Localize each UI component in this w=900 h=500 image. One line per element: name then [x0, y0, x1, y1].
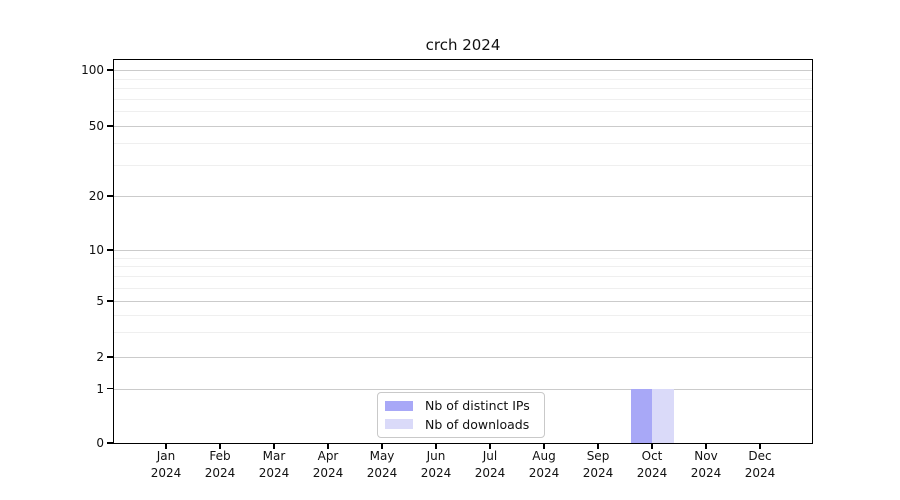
y-tick-label: 5	[96, 294, 104, 308]
gridline-minor	[114, 314, 812, 316]
legend-row: Nb of distinct IPs	[385, 398, 537, 414]
x-axis-tick	[489, 444, 491, 449]
x-tick-label: May 2024	[366, 449, 398, 480]
y-tick-label: 1	[96, 381, 104, 396]
legend-label: Nb of distinct IPs	[425, 398, 530, 414]
y-axis-tick	[107, 69, 113, 71]
y-axis-tick	[107, 300, 113, 302]
gridline-major	[114, 70, 812, 71]
y-axis-tick	[107, 356, 113, 358]
gridline-minor	[114, 332, 812, 334]
x-axis-tick	[705, 444, 707, 449]
y-tick-label: 20	[88, 189, 104, 203]
y-tick-label: 2	[96, 350, 104, 364]
x-axis-tick	[435, 444, 437, 449]
gridline-minor	[114, 266, 812, 268]
x-axis-tick	[165, 444, 167, 449]
gridline-major	[114, 196, 812, 197]
plot-area	[113, 59, 813, 444]
gridline-minor	[114, 98, 812, 100]
gridline-minor	[114, 165, 812, 167]
x-axis-tick	[219, 444, 221, 449]
legend: Nb of distinct IPs Nb of downloads	[377, 392, 545, 438]
gridline-minor	[114, 78, 812, 80]
x-axis-tick	[273, 444, 275, 449]
legend-swatch-downloads	[385, 419, 413, 430]
gridline-major	[114, 388, 812, 390]
gridline-major	[114, 250, 812, 251]
bar-downloads	[652, 388, 674, 443]
x-tick-label: Dec 2024	[744, 449, 776, 480]
x-tick-label: Nov 2024	[690, 449, 722, 480]
legend-row: Nb of downloads	[385, 416, 537, 432]
gridline-minor	[114, 111, 812, 113]
y-axis-tick	[107, 249, 113, 251]
gridline-minor	[114, 88, 812, 90]
y-axis-tick	[107, 387, 113, 390]
y-tick-label: 0	[96, 436, 104, 450]
gridline-major	[114, 126, 812, 127]
x-axis-tick	[381, 444, 383, 449]
x-axis-tick	[327, 444, 329, 449]
gridline-major	[114, 301, 812, 302]
gridline-minor	[114, 276, 812, 278]
y-axis-tick	[107, 125, 113, 127]
gridline-minor	[114, 287, 812, 289]
x-tick-label: Jun 2024	[420, 449, 452, 480]
y-tick-label: 100	[81, 63, 104, 77]
gridline-minor	[114, 257, 812, 259]
x-tick-label: Jan 2024	[150, 449, 182, 480]
x-tick-label: Mar 2024	[258, 449, 290, 480]
legend-swatch-distinct-ips	[385, 400, 413, 411]
bar-distinct-ips	[630, 388, 652, 443]
x-axis-tick	[651, 444, 653, 449]
y-tick-label: 50	[88, 119, 104, 133]
x-tick-label: Apr 2024	[312, 449, 344, 480]
y-axis-tick	[107, 195, 113, 197]
x-tick-label: Aug 2024	[528, 449, 560, 480]
gridline-minor	[114, 143, 812, 145]
gridline-major	[114, 357, 812, 358]
x-axis-tick	[759, 444, 761, 449]
x-tick-label: Jul 2024	[474, 449, 506, 480]
x-axis-tick	[543, 444, 545, 449]
chart-title: crch 2024	[425, 36, 501, 54]
y-axis-tick	[107, 442, 113, 444]
x-tick-label: Sep 2024	[582, 449, 614, 480]
legend-label: Nb of downloads	[425, 416, 530, 432]
y-tick-label: 10	[88, 243, 104, 257]
x-tick-label: Oct 2024	[636, 449, 668, 480]
x-axis-tick	[597, 444, 599, 449]
x-tick-label: Feb 2024	[204, 449, 236, 480]
